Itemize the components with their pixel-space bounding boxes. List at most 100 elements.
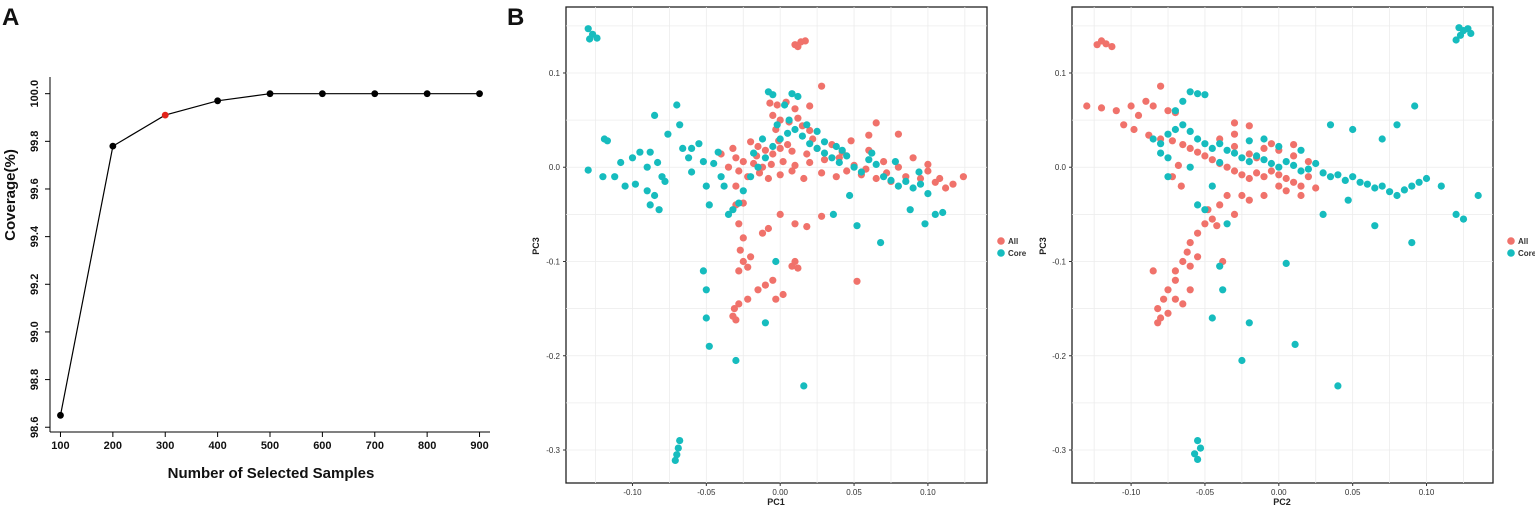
x-tick-label: 100	[51, 440, 69, 452]
point-core	[702, 182, 710, 190]
legend-key-core	[1507, 249, 1515, 257]
point-all	[1201, 220, 1209, 228]
point-core	[1260, 135, 1268, 143]
point-core	[829, 210, 838, 218]
point-core	[1179, 97, 1187, 105]
point-all	[1174, 161, 1182, 169]
point-core	[673, 451, 681, 459]
point-core	[788, 90, 796, 98]
y-tick-label: -0.2	[1052, 352, 1066, 361]
point-core	[714, 148, 722, 156]
point-all	[832, 173, 840, 181]
point-core	[1326, 121, 1335, 129]
point-all	[1245, 174, 1253, 183]
point-core	[1253, 152, 1261, 160]
point-core	[835, 158, 843, 167]
point-all	[1297, 182, 1305, 190]
point-all	[1275, 171, 1283, 179]
point-all	[1201, 152, 1209, 160]
point-core	[1230, 149, 1239, 157]
point-all	[1304, 173, 1312, 181]
point-core	[1194, 437, 1202, 445]
legend-label-core: Core	[1008, 249, 1027, 258]
point-all	[764, 224, 773, 233]
coverage-series-line	[59, 93, 480, 416]
point-core	[924, 190, 932, 198]
point-core	[1238, 356, 1246, 365]
point-core	[1186, 163, 1194, 171]
pca-plot-pc2-pc3: -0.10 -0.05 0.00 0.05 0.10 -0.3 -0.2 -0.1 0.0 0.1…	[1038, 6, 1535, 507]
point-core	[628, 154, 637, 162]
point-all	[1238, 191, 1246, 200]
point-core	[1223, 146, 1231, 154]
point-all	[732, 316, 740, 324]
point-core	[1467, 29, 1475, 37]
point-all	[739, 234, 747, 242]
plot-frame	[1071, 6, 1494, 484]
point-core	[813, 144, 821, 152]
point-core	[1290, 161, 1298, 169]
point-core	[1319, 210, 1327, 218]
point-core	[1378, 135, 1386, 143]
data-point	[266, 90, 274, 98]
point-core	[916, 180, 925, 188]
point-core	[1194, 201, 1202, 209]
point-core	[1164, 154, 1172, 162]
point-core	[784, 129, 792, 137]
point-all	[788, 167, 796, 175]
point-all	[803, 150, 811, 158]
x-tick-label: 600	[313, 440, 331, 452]
point-core	[1474, 191, 1482, 200]
point-core	[1422, 174, 1431, 183]
point-core	[1297, 167, 1305, 175]
point-core	[750, 149, 758, 157]
data-point	[318, 90, 326, 98]
x-tick-label: 300	[156, 440, 174, 452]
point-core	[921, 220, 929, 228]
point-core	[761, 154, 770, 162]
point-all	[909, 154, 917, 162]
point-core	[1267, 159, 1275, 168]
point-all	[818, 169, 826, 177]
point-all	[853, 277, 861, 285]
y-tick-label: 98.6	[29, 417, 41, 438]
point-core	[1349, 125, 1357, 134]
point-all	[730, 305, 739, 313]
point-all	[1186, 286, 1194, 294]
x-tick-label: 0.05	[846, 488, 862, 497]
data-point	[371, 90, 379, 98]
x-tick-label: 700	[366, 440, 384, 452]
point-all	[1230, 167, 1239, 175]
y-tick-label: -0.1	[546, 257, 560, 266]
point-core	[813, 127, 821, 135]
point-all	[1208, 156, 1216, 164]
point-all	[791, 220, 799, 228]
point-core	[735, 199, 743, 207]
point-core	[1452, 36, 1460, 44]
point-core	[705, 342, 713, 350]
point-all	[761, 281, 770, 289]
point-core	[1282, 158, 1290, 166]
point-all	[924, 160, 932, 168]
point-core	[803, 121, 811, 129]
point-core	[906, 206, 914, 214]
point-core	[1186, 88, 1194, 96]
point-all	[1253, 169, 1261, 177]
point-all	[959, 173, 968, 181]
y-tick-label: 99.4	[29, 225, 41, 247]
point-core	[868, 149, 876, 157]
y-axis-title: Coverage(%)	[2, 149, 19, 241]
point-core	[1208, 314, 1216, 322]
point-all	[773, 101, 781, 109]
point-core	[806, 140, 814, 148]
x-tick-label: 800	[418, 440, 436, 452]
point-all	[772, 295, 780, 303]
point-all	[794, 43, 802, 51]
point-all	[1260, 144, 1268, 152]
point-core	[1408, 182, 1416, 190]
point-all	[818, 82, 826, 90]
point-all	[755, 169, 764, 177]
point-all	[942, 184, 950, 192]
y-tick-label: 99.6	[29, 178, 41, 199]
point-core	[902, 177, 910, 185]
